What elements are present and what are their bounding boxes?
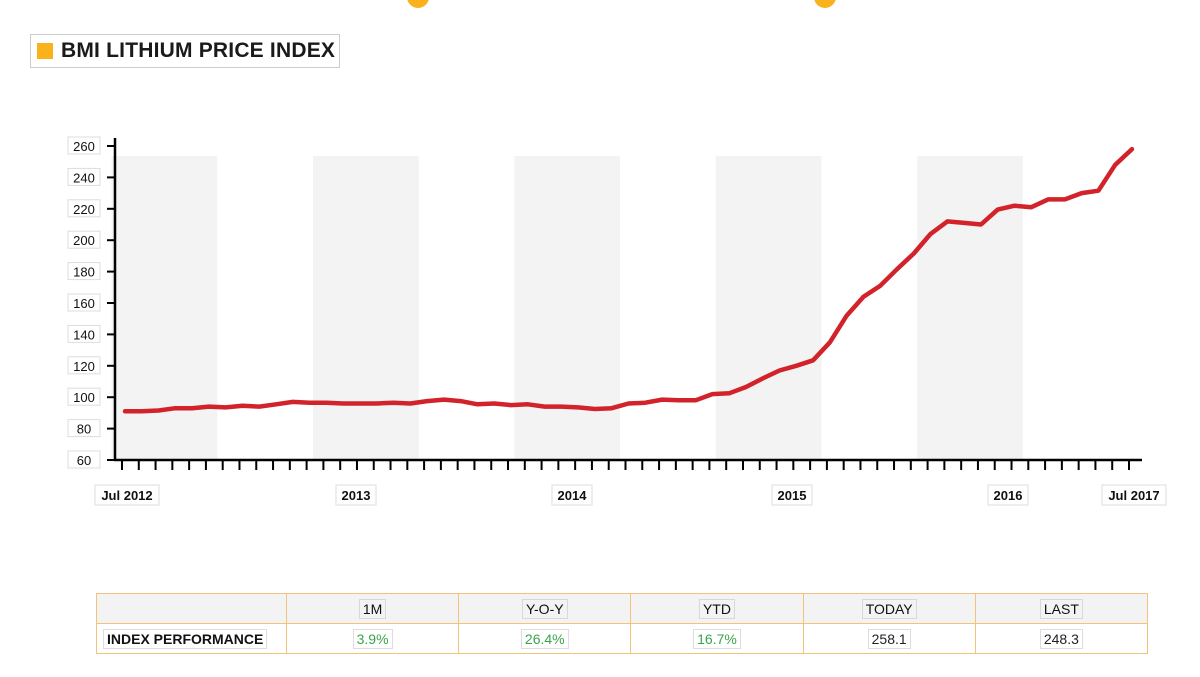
x-tick-label-4: 2016 bbox=[994, 488, 1023, 503]
header-cell-today: TODAY bbox=[802, 593, 976, 624]
x-tick-label-1: 2013 bbox=[342, 488, 371, 503]
y-tick-label-140: 140 bbox=[73, 327, 95, 342]
year-band-2 bbox=[514, 156, 621, 460]
value-cell-ytd: 16.7% bbox=[630, 623, 804, 654]
chart-title: BMI LITHIUM PRICE INDEX bbox=[61, 39, 336, 62]
y-tick-label-box-100 bbox=[67, 387, 101, 406]
y-tick-label-260: 260 bbox=[73, 139, 95, 154]
value-cell-today: 258.1 bbox=[802, 623, 976, 654]
y-tick-label-160: 160 bbox=[73, 296, 95, 311]
header-cell-1m: 1M bbox=[285, 593, 460, 624]
line-chart: 60 80 100 120 140 160 180 200 220 240 260 Jul 2012 2… bbox=[67, 136, 1167, 506]
y-tick-label-box-240 bbox=[67, 167, 101, 186]
y-tick-label-100: 100 bbox=[73, 390, 95, 405]
value-cell-last: 248.3 bbox=[974, 623, 1149, 654]
value-cell-yoy: 26.4% bbox=[458, 623, 632, 654]
y-tick-label-box-160 bbox=[67, 293, 101, 312]
y-tick-label-box-220 bbox=[67, 199, 101, 218]
year-band-3 bbox=[715, 156, 822, 460]
decorative-dot-left bbox=[407, 0, 429, 8]
x-tick-label-0: Jul 2012 bbox=[101, 488, 152, 503]
y-tick-label-60: 60 bbox=[77, 453, 91, 468]
header-cell-yoy: Y-O-Y bbox=[458, 593, 632, 624]
x-tick-label-box-3 bbox=[771, 484, 813, 506]
x-tick-label-box-4 bbox=[987, 484, 1029, 506]
row-label-cell: INDEX PERFORMANCE bbox=[96, 623, 287, 654]
table-header-row: 1M Y-O-Y YTD TODAY LAST bbox=[96, 593, 1149, 624]
y-tick-label-240: 240 bbox=[73, 170, 95, 185]
y-tick-label-box-120 bbox=[67, 356, 101, 375]
performance-table: 1M Y-O-Y YTD TODAY LAST INDEX PERFORMANC… bbox=[96, 593, 1149, 654]
row-label: INDEX PERFORMANCE bbox=[103, 628, 268, 649]
y-tick-label-120: 120 bbox=[73, 359, 95, 374]
y-tick-label-box-200 bbox=[67, 230, 101, 249]
chart-title-box: BMI LITHIUM PRICE INDEX bbox=[30, 34, 341, 68]
year-band-1 bbox=[313, 156, 419, 460]
decorative-dot-right bbox=[814, 0, 836, 8]
x-tick-label-box-5 bbox=[1101, 484, 1167, 506]
year-band-4 bbox=[917, 156, 1023, 460]
x-tick-label-5: Jul 2017 bbox=[1108, 488, 1159, 503]
header-cell-blank bbox=[96, 593, 287, 624]
x-tick-label-box-0 bbox=[94, 484, 160, 506]
y-tick-label-200: 200 bbox=[73, 233, 95, 248]
header-cell-last: LAST bbox=[974, 593, 1149, 624]
y-tick-label-box-180 bbox=[67, 262, 101, 281]
y-tick-label-box-80 bbox=[67, 419, 101, 438]
y-tick-label-box-60 bbox=[67, 450, 101, 469]
y-tick-label-80: 80 bbox=[77, 422, 91, 437]
series-line bbox=[122, 146, 1135, 414]
x-tick-label-box-2 bbox=[551, 484, 593, 506]
value-cell-1m: 3.9% bbox=[285, 623, 460, 654]
y-tick-label-220: 220 bbox=[73, 202, 95, 217]
y-tick-label-box-140 bbox=[67, 324, 101, 343]
year-band-0 bbox=[111, 156, 218, 460]
x-tick-label-3: 2015 bbox=[778, 488, 807, 503]
title-square-icon bbox=[37, 43, 53, 59]
x-tick-label-2: 2014 bbox=[558, 488, 588, 503]
y-tick-label-box-260 bbox=[67, 136, 101, 155]
header-cell-ytd: YTD bbox=[630, 593, 804, 624]
table-row: INDEX PERFORMANCE 3.9% 26.4% 16.7% 258.1… bbox=[96, 623, 1149, 654]
x-tick-label-box-1 bbox=[335, 484, 377, 506]
y-tick-label-180: 180 bbox=[73, 265, 95, 280]
